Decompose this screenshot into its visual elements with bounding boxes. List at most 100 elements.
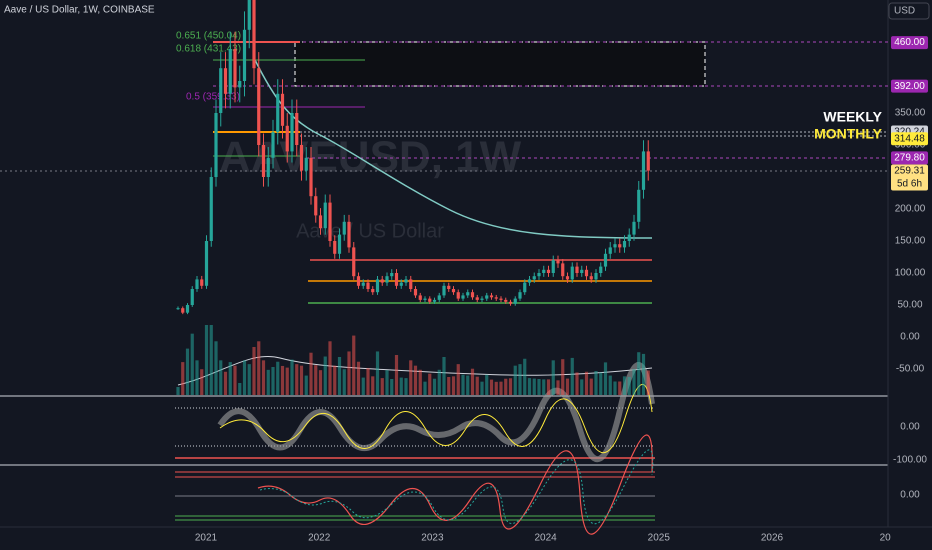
volume-bar: [409, 360, 413, 395]
candle-body: [266, 157, 270, 177]
volume-bar: [485, 374, 489, 395]
volume-bar: [504, 378, 508, 395]
candle-body: [646, 151, 650, 171]
candle-body: [390, 273, 394, 277]
volume-ma: [177, 356, 653, 386]
candle-body: [242, 29, 247, 81]
price-tag: [891, 164, 928, 191]
volume-bar: [461, 374, 465, 395]
volume-bar: [356, 361, 361, 395]
level-label: WEEKLY: [823, 109, 882, 125]
candle-body: [223, 68, 228, 94]
candle-body: [428, 298, 432, 302]
chart-title: Aave / US Dollar, 1W, COINBASE: [4, 5, 155, 16]
candle-body: [561, 263, 565, 277]
candle-body: [371, 289, 375, 293]
countdown: 5d 6h: [897, 179, 922, 190]
volume-bar: [337, 357, 342, 395]
volume-bar: [290, 359, 294, 395]
volume-bar: [599, 372, 603, 395]
candle-body: [485, 295, 489, 299]
volume-bar: [323, 356, 327, 395]
x-tick-label: 2023: [421, 533, 444, 544]
volume-bar: [385, 370, 389, 395]
volume-bar: [480, 381, 484, 395]
candle-body: [257, 68, 261, 145]
candle-body: [494, 297, 498, 299]
x-tick-label: 2026: [761, 533, 784, 544]
volume-bar: [608, 375, 612, 395]
volume-bar: [285, 367, 289, 395]
price-tag-label: 392.00: [894, 81, 925, 92]
volume-bar: [641, 353, 646, 395]
candle-body: [276, 93, 280, 133]
candle-body: [185, 305, 190, 313]
candle-body: [280, 93, 285, 126]
volume-bar: [603, 362, 608, 395]
candle-body: [252, 0, 256, 69]
volume-bar: [380, 378, 384, 395]
volume-bar: [242, 360, 247, 395]
candle-body: [437, 295, 441, 300]
volume-bar: [618, 381, 622, 395]
volume-bar: [575, 372, 579, 395]
candle-body: [480, 298, 484, 300]
currency-button[interactable]: [888, 2, 930, 20]
candle-body: [404, 279, 408, 283]
volume-bar: [399, 377, 403, 395]
volume-bar: [404, 378, 408, 395]
volume-bar: [204, 325, 209, 395]
candle-body: [556, 260, 560, 264]
price-tag-label: 460.00: [894, 37, 925, 48]
candle-body: [309, 157, 313, 197]
volume-bar: [622, 376, 627, 395]
volume-bar: [176, 387, 180, 395]
price-tag: [891, 132, 928, 146]
candle-body: [352, 247, 356, 277]
volume-bar: [342, 369, 346, 395]
candle-body: [209, 177, 213, 241]
candle-body: [456, 292, 460, 299]
candle-body: [537, 273, 541, 277]
candle-body: [413, 289, 418, 296]
candle-body: [499, 298, 503, 300]
candle-body: [589, 276, 593, 280]
y-tick-label: 100.00: [895, 268, 926, 279]
volume-bar: [546, 379, 551, 395]
volume-bar: [209, 325, 213, 395]
volume-bar: [508, 378, 513, 395]
volume-bar: [518, 364, 522, 395]
candle-body: [247, 0, 251, 30]
volume-bar: [613, 381, 617, 395]
level-label: MONTHLY: [814, 126, 883, 142]
volume-bar: [266, 369, 270, 395]
candle-body: [409, 279, 413, 289]
price-tag: [891, 36, 928, 50]
candle-body: [523, 282, 527, 293]
x-tick-label: 2022: [308, 533, 331, 544]
price-tag-label: 320.24: [894, 127, 925, 138]
volume-bar: [375, 351, 380, 395]
y-tick-label: 350.00: [895, 108, 926, 119]
volume-bar: [318, 370, 323, 395]
candle-body: [195, 279, 199, 289]
volume-bar: [475, 376, 479, 395]
candle-body: [513, 298, 517, 304]
candle-body: [570, 266, 574, 280]
candle-body: [641, 151, 646, 190]
osc-tick-label: -100.00: [893, 455, 927, 466]
volume-bar: [542, 379, 546, 395]
volume-bar: [276, 361, 280, 395]
volume-bar: [527, 378, 532, 395]
candle-body: [546, 269, 551, 273]
fib-label: 0.5 (359.33): [186, 92, 240, 103]
volume-bar: [437, 369, 441, 395]
volume-bar: [413, 365, 418, 395]
volume-bar: [333, 365, 337, 395]
candle-body: [342, 221, 346, 235]
price-tag: [891, 151, 928, 165]
candle-body: [233, 49, 237, 88]
candle-body: [466, 292, 470, 296]
candle-body: [261, 145, 266, 177]
